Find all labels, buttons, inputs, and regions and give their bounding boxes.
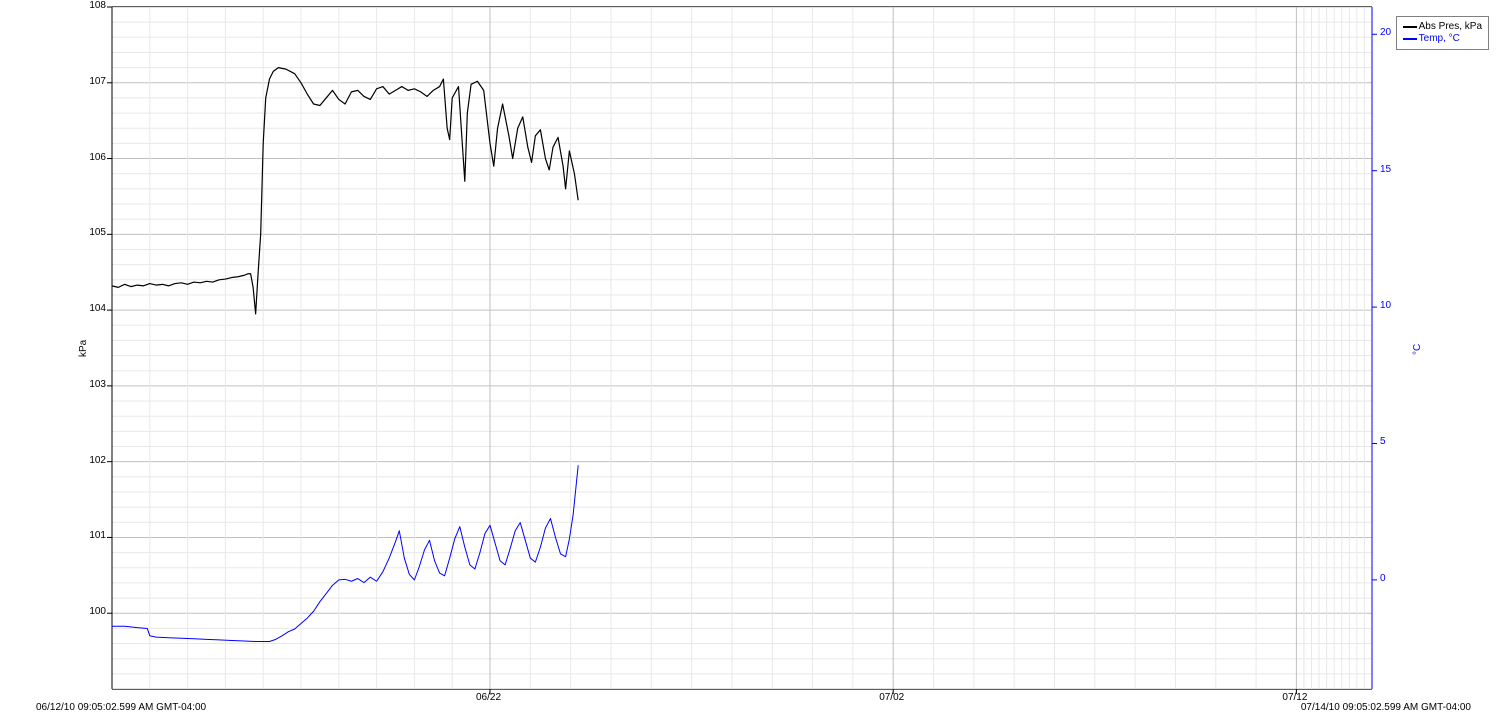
y-left-tick-label: 101 — [89, 530, 106, 541]
y-left-tick-label: 100 — [89, 606, 106, 617]
y-right-tick-label: 5 — [1380, 436, 1386, 447]
y-right-title: °C — [1412, 344, 1423, 355]
x-tick-label: 06/22 — [476, 692, 501, 703]
x-footer-left: 06/12/10 09:05:02.599 AM GMT-04:00 — [36, 702, 206, 713]
plot-area — [112, 6, 1372, 690]
y-left-title: kPa — [78, 340, 89, 357]
y-left-tick-label: 105 — [89, 227, 106, 238]
chart-container: 108107106105104103102101100 20151050 06/… — [0, 0, 1507, 719]
y-left-tick-label: 106 — [89, 152, 106, 163]
y-left-tick-label: 108 — [89, 0, 106, 11]
y-right-tick-label: 20 — [1380, 27, 1391, 38]
legend-item: Temp, °C — [1403, 33, 1482, 45]
legend-label: Abs Pres, kPa — [1419, 21, 1482, 33]
legend-color-dash — [1403, 38, 1417, 40]
x-tick-label: 07/02 — [879, 692, 904, 703]
y-right-tick-label: 15 — [1380, 164, 1391, 175]
y-right-tick-label: 0 — [1380, 573, 1386, 584]
y-left-tick-label: 107 — [89, 76, 106, 87]
legend-item: Abs Pres, kPa — [1403, 21, 1482, 33]
legend-box: Abs Pres, kPaTemp, °C — [1396, 16, 1489, 50]
legend-label: Temp, °C — [1419, 33, 1460, 45]
y-left-tick-label: 102 — [89, 455, 106, 466]
y-right-tick-label: 10 — [1380, 300, 1391, 311]
legend-color-dash — [1403, 26, 1417, 28]
y-left-tick-label: 103 — [89, 379, 106, 390]
x-footer-right: 07/14/10 09:05:02.599 AM GMT-04:00 — [1301, 702, 1471, 713]
y-left-tick-label: 104 — [89, 303, 106, 314]
